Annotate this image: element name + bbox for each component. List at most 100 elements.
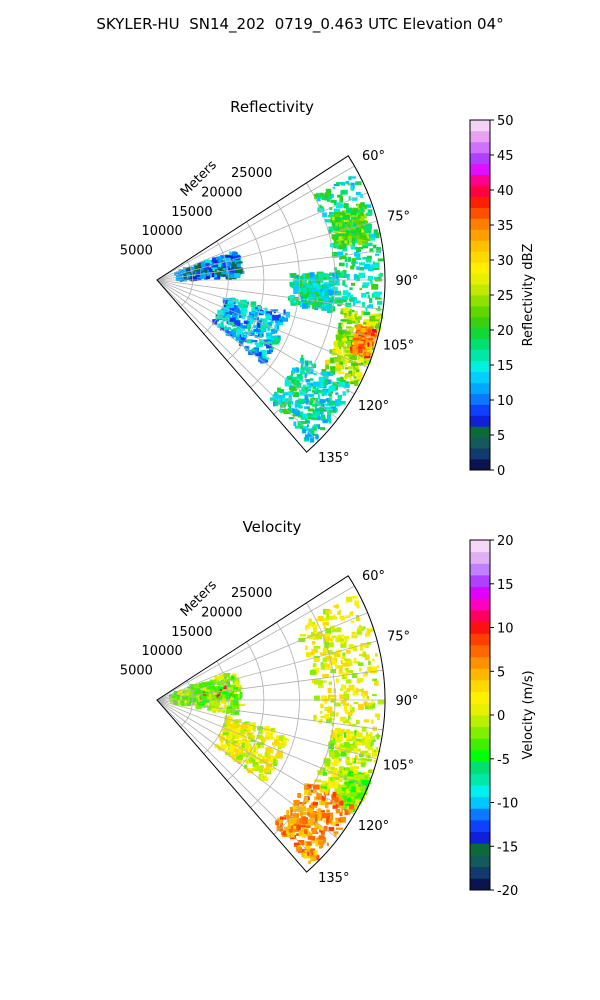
reflectivity-echo-cell [205,269,211,275]
velocity-echo-cell [341,793,348,797]
reflectivity-echo-cell [336,334,343,338]
reflectivity-echo-cell [354,224,357,229]
velocity-echo-cell [356,791,361,796]
reflectivity-echo-cell [323,379,328,385]
velocity-colorbar-band [470,633,490,646]
reflectivity-echo-cell [340,255,347,259]
velocity-echo-cell [324,706,330,712]
reflectivity-echo-cell [345,239,350,244]
reflectivity-echo-cell [255,342,263,348]
velocity-echo-cell [335,827,343,830]
reflectivity-echo-cell [212,266,215,272]
reflectivity-echo-cell [236,334,240,338]
reflectivity-echo-cell [295,278,299,284]
velocity-echo-cell [339,816,346,823]
velocity-echo-cell [343,730,351,734]
reflectivity-echo-cell [282,317,288,322]
velocity-echo-cell [343,742,350,747]
reflectivity-echo-cell [351,258,356,262]
velocity-echo-cell [333,739,336,746]
reflectivity-echo-cell [234,320,241,327]
velocity-echo-cell [374,680,379,686]
velocity-echo-cell [230,701,236,708]
velocity-echo-cell [318,812,325,816]
reflectivity-echo-cell [354,300,361,304]
velocity-echo-cell [349,611,354,615]
reflectivity-echo-cell [324,292,329,298]
reflectivity-echo-cell [350,332,356,336]
velocity-echo-cell [310,832,313,838]
velocity-echo-cell [221,710,226,713]
velocity-azimuth-spoke [156,699,355,815]
reflectivity-echo-cell [240,308,248,313]
velocity-echo-cell [225,679,231,685]
velocity-colorbar-tick-label: 20 [497,534,514,549]
reflectivity-echo-cell [365,345,372,349]
reflectivity-echo-cell [323,276,327,280]
reflectivity-echo-cell [279,409,283,412]
reflectivity-echo-cell [274,324,277,330]
velocity-echo-cell [356,617,361,621]
velocity-echo-cell [333,831,339,835]
reflectivity-echo-cell [327,414,331,421]
velocity-echo-cell [326,812,330,819]
reflectivity-echo-cell [369,267,372,271]
reflectivity-echo-cell [345,213,353,216]
velocity-echo-cell [315,646,320,649]
velocity-echo-cell [358,704,365,710]
reflectivity-echo-cell [301,413,308,420]
velocity-echo-cell [227,687,234,692]
reflectivity-echo-cell [282,397,286,403]
reflectivity-echo-cell [300,363,304,370]
reflectivity-echo-cell [225,262,230,267]
reflectivity-echo-cell [201,261,207,267]
reflectivity-echo-cell [244,335,248,339]
velocity-echo-cell [338,784,344,788]
reflectivity-echo-cell [222,268,225,271]
reflectivity-echo-cell [353,227,356,231]
velocity-echo-cell [304,850,310,853]
velocity-echo-cell [290,809,293,816]
reflectivity-colorbar-band [470,273,490,285]
velocity-echo-cell [335,744,339,750]
velocity-echo-cell [274,738,280,745]
velocity-echo-cell [246,730,251,733]
velocity-echo-cell [328,780,336,783]
reflectivity-echo-cell [350,381,356,385]
reflectivity-echo-cell [222,316,229,319]
velocity-echo-cell [250,768,256,771]
reflectivity-echo-cell [323,303,327,308]
velocity-echo-cell [352,800,355,804]
reflectivity-echo-cell [212,257,218,262]
velocity-echo-cell [262,755,266,762]
velocity-echo-cell [366,628,374,633]
reflectivity-echo-cell [334,213,341,218]
reflectivity-echo-cell [277,387,281,393]
velocity-echo-cell [329,611,333,614]
velocity-echo-cell [214,686,220,689]
reflectivity-echo-cell [364,263,371,270]
reflectivity-echo-cell [222,262,229,268]
velocity-echo-cell [173,691,180,696]
velocity-echo-cell [367,666,373,672]
reflectivity-range-ring [273,182,336,415]
reflectivity-echo-cell [251,349,258,352]
reflectivity-echo-cell [311,417,318,420]
velocity-echo-cell [351,596,358,599]
reflectivity-echo-cell [350,246,358,250]
reflectivity-echo-cell [290,301,297,306]
reflectivity-echo-cell [342,338,348,342]
reflectivity-echo-cell [360,214,367,219]
reflectivity-echo-cell [325,359,329,364]
reflectivity-echo-cell [368,276,373,280]
reflectivity-echo-cell [360,235,367,239]
velocity-echo-cell [265,747,272,753]
reflectivity-echo-cell [204,276,208,280]
velocity-echo-cell [367,739,374,746]
velocity-echo-cell [354,748,358,754]
reflectivity-echo-cell [348,196,351,201]
reflectivity-echo-cell [328,397,332,401]
reflectivity-echo-cell [218,323,222,327]
reflectivity-echo-cell [316,389,323,394]
velocity-echo-cell [362,651,367,658]
